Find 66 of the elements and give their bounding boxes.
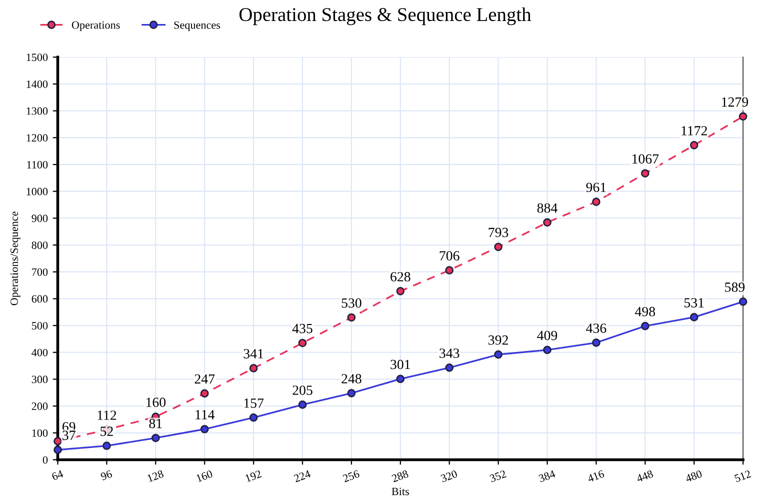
data-label: 628: [390, 272, 410, 282]
data-label: 498: [635, 306, 656, 316]
x-tick-label: 224: [294, 470, 312, 482]
y-tick-label: 100: [32, 429, 48, 437]
y-tick-label: 1200: [26, 134, 48, 142]
y-tick-label: 1400: [26, 80, 48, 88]
x-tick-label: 320: [440, 470, 458, 482]
y-axis-title: Operations/Sequence: [10, 212, 20, 306]
y-tick-label: 1300: [26, 107, 48, 115]
x-tick-label: 192: [245, 470, 262, 482]
data-label: 114: [196, 410, 215, 420]
data-label: 436: [586, 324, 606, 333]
data-label: 157: [244, 398, 264, 408]
data-label: 1172: [682, 126, 707, 136]
data-label: 706: [440, 251, 460, 260]
x-tick-label: 160: [196, 470, 213, 482]
x-tick-label: 96: [100, 470, 113, 480]
chart-title: Operation Stages & Sequence Length: [239, 7, 532, 26]
data-label: 37: [62, 430, 76, 440]
y-tick-label: 900: [32, 214, 48, 222]
x-tick-label: 288: [391, 470, 409, 482]
data-label: 341: [244, 349, 264, 358]
x-tick-label: 384: [538, 470, 556, 482]
data-label: 247: [194, 374, 215, 384]
data-label: 1279: [722, 97, 748, 107]
data-label: 1067: [632, 154, 659, 164]
data-label: 248: [342, 374, 362, 384]
y-tick-label: 400: [32, 348, 48, 356]
data-label: 884: [537, 203, 558, 213]
data-label: 409: [537, 330, 558, 340]
data-label: 435: [292, 324, 312, 334]
data-label: 69: [62, 422, 76, 432]
data-label: 961: [586, 182, 606, 192]
x-tick-label: 480: [684, 470, 702, 482]
data-label: 392: [488, 335, 508, 345]
y-tick-label: 1100: [27, 160, 48, 168]
y-tick-label: 800: [32, 241, 48, 249]
y-tick-label: 300: [32, 376, 48, 384]
data-label: 112: [98, 410, 116, 420]
data-label: 343: [440, 348, 460, 358]
y-tick-label: 1500: [26, 54, 48, 62]
data-label: 530: [342, 298, 362, 308]
x-tick-label: 416: [586, 470, 605, 482]
y-tick-label: 1000: [26, 188, 48, 196]
legend-label: Operations: [72, 21, 120, 32]
y-tick-label: 700: [32, 268, 48, 276]
x-tick-label: 448: [636, 470, 654, 482]
x-axis-title: Bits: [392, 488, 409, 496]
y-tick-label: 600: [32, 295, 48, 303]
data-label: 589: [725, 282, 745, 292]
y-tick-label: 0: [42, 456, 48, 464]
x-tick-label: 256: [342, 470, 360, 482]
data-label: 160: [146, 398, 166, 408]
data-label: 793: [488, 228, 508, 238]
data-label: 81: [149, 418, 162, 428]
x-tick-label: 352: [489, 470, 507, 482]
x-tick-label: 64: [51, 470, 64, 480]
data-label: 52: [100, 426, 113, 436]
y-tick-label: 200: [32, 402, 48, 410]
data-label: 205: [292, 386, 312, 395]
data-label: 531: [684, 298, 704, 308]
legend-label: Sequences: [174, 21, 220, 32]
data-label: 301: [390, 360, 410, 370]
x-tick-label: 128: [147, 470, 164, 482]
y-tick-label: 500: [32, 322, 48, 330]
x-tick-label: 512: [734, 470, 752, 482]
